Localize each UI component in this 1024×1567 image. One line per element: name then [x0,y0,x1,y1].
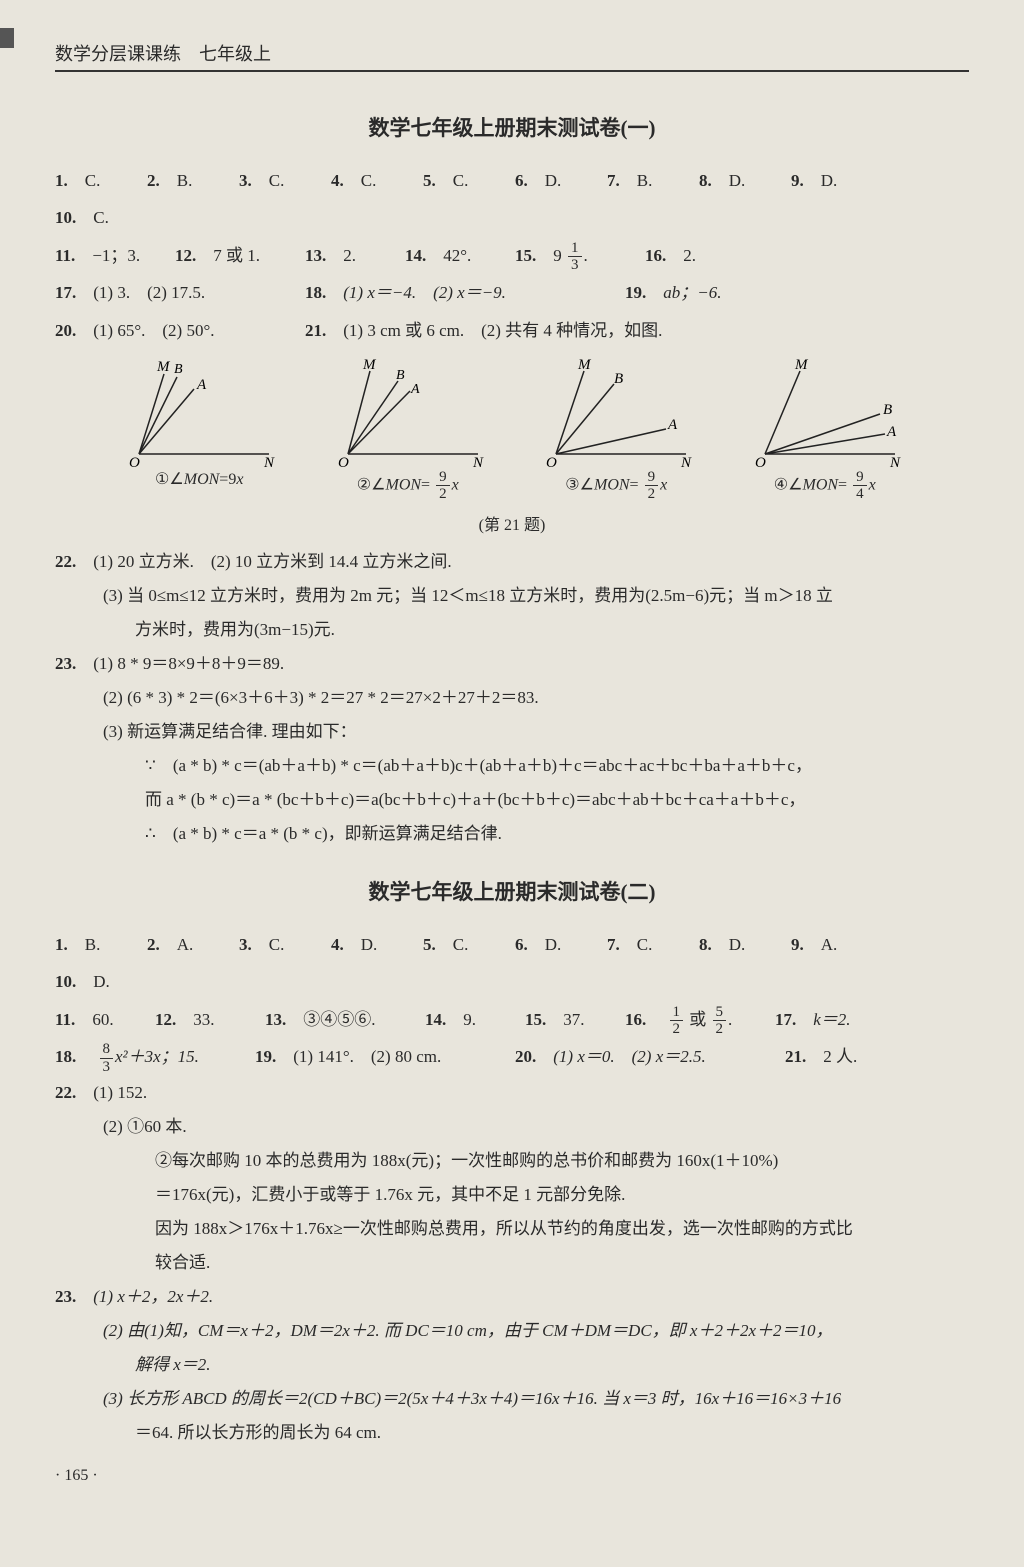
svg-text:A: A [196,377,207,393]
t1-q22-l3: 方米时，费用为(3m−15)元. [55,613,969,647]
svg-text:O: O [338,455,349,469]
t2-row3: 18. 83x²＋3x；15. 19. (1) 141°. (2) 80 cm.… [55,1038,969,1075]
t1-q22-l1: 22. (1) 20 立方米. (2) 10 立方米到 14.4 立方米之间. [55,545,969,579]
mc-item: 3. C. [239,162,331,199]
t1-mc-row: 1. C.2. B.3. C.4. C.5. C.6. D.7. B.8. D.… [55,162,969,237]
svg-text:A: A [886,424,897,440]
mc-item: 5. C. [423,162,515,199]
mc-item: 6. D. [515,926,607,963]
mc-item: 7. C. [607,926,699,963]
t1-q23-l6: ∴ (a * b) * c＝a * (b * c)，即新运算满足结合律. [55,817,969,851]
test1-title: 数学七年级上册期末测试卷(一) [55,112,969,142]
t1-q23-l5: 而 a * (b * c)＝a * (bc＋b＋c)＝a(bc＋b＋c)＋a＋(… [55,783,969,817]
svg-text:N: N [889,455,901,469]
svg-text:N: N [263,455,275,469]
mc-item: 2. A. [147,926,239,963]
t2-q23-l2: (2) 由(1)知，CM＝x＋2，DM＝2x＋2. 而 DC＝10 cm，由于 … [55,1314,969,1348]
mc-item: 8. D. [699,926,791,963]
mc-item: 8. D. [699,162,791,199]
svg-text:B: B [174,362,183,377]
mc-item: 10. D. [55,963,147,1000]
svg-text:M: M [362,359,377,373]
mc-item: 6. D. [515,162,607,199]
t1-q23-l1: 23. (1) 8 * 9＝8×9＋8＋9＝89. [55,647,969,681]
svg-text:O: O [546,455,557,469]
mc-item: 4. C. [331,162,423,199]
t1-q23-l4: ∵ (a * b) * c＝(ab＋a＋b) * c＝(ab＋a＋b)c＋(ab… [55,749,969,783]
mc-item: 3. C. [239,926,331,963]
t2-q23-l5: ＝64. 所以长方形的周长为 64 cm. [55,1416,969,1450]
t1-q22-l2: (3) 当 0≤m≤12 立方米时，费用为 2m 元；当 12＜m≤18 立方米… [55,579,969,613]
t1-row2: 11. −1；3. 12. 7 或 1. 13. 2. 14. 42°. 15.… [55,237,969,274]
t2-q22-l1: 22. (1) 152. [55,1076,969,1110]
mc-item: 1. C. [55,162,147,199]
svg-text:A: A [410,382,420,397]
t2-q22-l6: 较合适. [55,1246,969,1280]
t1-row3: 17. (1) 3. (2) 17.5. 18. (1) x＝−4. (2) x… [55,274,969,311]
svg-text:N: N [472,455,484,469]
mc-item: 1. B. [55,926,147,963]
t2-q22-l5: 因为 188x＞176x＋1.76x≥一次性邮购总费用，所以从节约的角度出发，选… [55,1212,969,1246]
t2-mc-row: 1. B.2. A.3. C.4. D.5. C.6. D.7. C.8. D.… [55,926,969,1001]
mc-item: 9. A. [791,926,883,963]
t2-q23-l1: 23. (1) x＋2，2x＋2. [55,1280,969,1314]
mc-item: 2. B. [147,162,239,199]
page-header: 数学分层课课练 七年级上 [55,40,969,72]
svg-text:M: M [577,359,592,373]
t1-row4: 20. (1) 65°. (2) 50°. 21. (1) 3 cm 或 6 c… [55,312,969,349]
mc-item: 7. B. [607,162,699,199]
t2-row2: 11. 60. 12. 33. 13. ③④⑤⑥. 14. 9. 15. 37.… [55,1001,969,1038]
svg-text:M: M [156,359,171,375]
svg-text:A: A [667,417,678,433]
diagram-3: M B A O N ③∠MON= 92x [536,359,696,503]
diagram-4: M B A O N ④∠MON= 94x [745,359,905,503]
mc-item: 10. C. [55,199,147,236]
t1-q23-l3: (3) 新运算满足结合律. 理由如下： [55,715,969,749]
diagram-2: M B A O N ②∠MON= 92x [328,359,488,503]
svg-text:B: B [614,371,623,387]
test2-title: 数学七年级上册期末测试卷(二) [55,876,969,906]
mc-item: 5. C. [423,926,515,963]
q21-caption: (第 21 题) [55,511,969,535]
t2-q23-l4: (3) 长方形 ABCD 的周长＝2(CD＋BC)＝2(5x＋4＋3x＋4)＝1… [55,1382,969,1416]
mc-item: 9. D. [791,162,883,199]
svg-text:B: B [883,402,892,418]
t2-q22-l2: (2) ①60 本. [55,1110,969,1144]
svg-text:M: M [794,359,809,373]
page-number: · 165 · [55,1467,98,1485]
page-tab [0,28,14,48]
svg-text:O: O [755,455,766,469]
mc-item: 4. D. [331,926,423,963]
t1-q23-l2: (2) (6 * 3) * 2＝(6×3＋6＋3) * 2＝27 * 2＝27×… [55,681,969,715]
svg-text:B: B [396,368,405,383]
svg-text:N: N [680,455,692,469]
q21-diagrams: M B A O N ①∠MON=9x M B A O N ②∠MON= 92x [95,359,929,503]
diagram-1: M B A O N ①∠MON=9x [119,359,279,503]
t2-q22-l3: ②每次邮购 10 本的总费用为 188x(元)；一次性邮购的总书价和邮费为 16… [55,1144,969,1178]
svg-text:O: O [129,455,140,469]
t2-q22-l4: ＝176x(元)，汇费小于或等于 1.76x 元，其中不足 1 元部分免除. [55,1178,969,1212]
t2-q23-l3: 解得 x＝2. [55,1348,969,1382]
